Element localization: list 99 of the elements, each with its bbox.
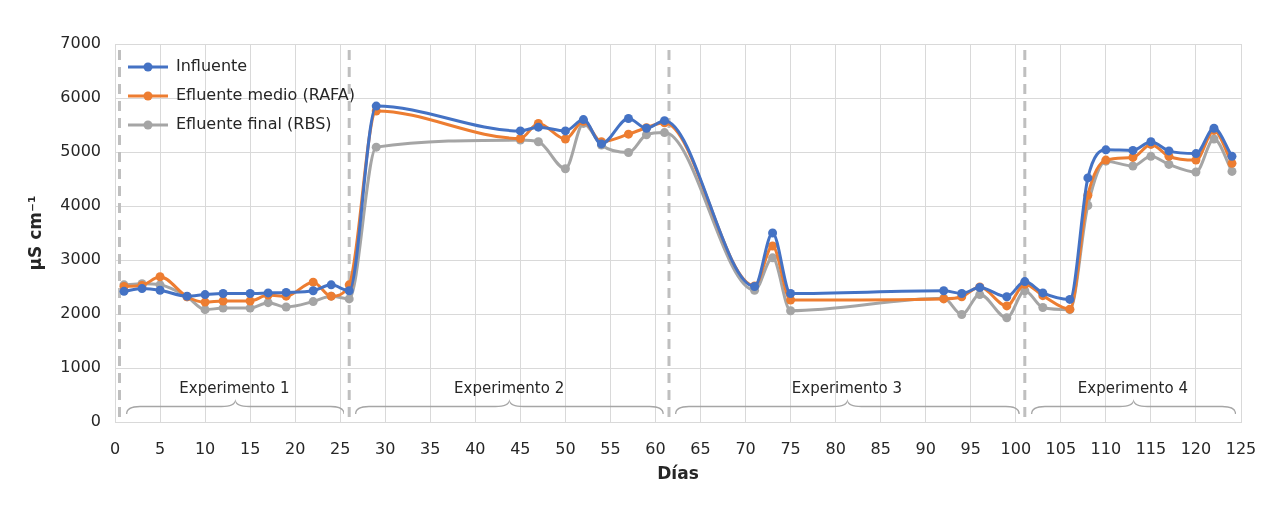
point (1083, 173, 1093, 183)
point (623, 148, 633, 158)
x-tick-label: 45 (510, 438, 531, 458)
point (957, 288, 967, 298)
legend-label: Efluente final (RBS) (176, 114, 332, 134)
point (1227, 166, 1237, 176)
point (786, 288, 796, 298)
point (281, 287, 291, 297)
point (533, 137, 543, 147)
point (1227, 151, 1237, 161)
y-tick-label: 2000 (60, 303, 101, 323)
point (263, 298, 273, 308)
x-tick-label: 60 (645, 438, 666, 458)
point (200, 290, 210, 300)
point (371, 101, 381, 111)
point (623, 114, 633, 124)
point (1191, 149, 1201, 159)
x-tick-label: 5 (154, 438, 166, 458)
x-tick-label: 70 (735, 438, 756, 458)
x-tick-label: 55 (600, 438, 621, 458)
x-tick-label: 115 (1135, 438, 1167, 458)
x-tick-label: 20 (284, 438, 306, 458)
annotation: Experimento 2 (454, 378, 565, 397)
point (137, 284, 147, 294)
legend-label: Efluente medio (RAFA) (176, 85, 355, 105)
x-tick-label: 15 (239, 438, 261, 458)
point (533, 122, 543, 132)
x-tick-label: 100 (1000, 438, 1032, 458)
y-tick-label: 3000 (60, 249, 101, 269)
point (1002, 292, 1012, 302)
point (560, 134, 570, 144)
x-tick-label: 10 (194, 438, 216, 458)
point (515, 126, 525, 136)
point (786, 306, 796, 316)
annotation: Experimento 1 (179, 378, 290, 397)
y-tick-label: 7000 (60, 33, 101, 53)
x-tick-label: 95 (960, 438, 981, 458)
x-tick-label: 80 (825, 438, 846, 458)
x-axis-title: Días (657, 463, 699, 484)
annotation: Experimento 3 (791, 378, 902, 397)
point (1002, 301, 1012, 311)
point (200, 297, 210, 307)
x-tick-label: 30 (375, 438, 396, 458)
point (1065, 294, 1075, 304)
x-tick-label: 75 (780, 438, 801, 458)
point (768, 253, 778, 263)
point (371, 142, 381, 152)
y-tick-label: 0 (90, 411, 101, 431)
y-tick-label: 5000 (60, 141, 101, 161)
point (1002, 313, 1012, 323)
x-tick-label: 25 (330, 438, 351, 458)
point (119, 286, 129, 296)
point (560, 164, 570, 174)
point (1209, 134, 1219, 144)
point (308, 286, 318, 296)
point (155, 285, 165, 295)
point (1038, 303, 1048, 313)
point (155, 272, 165, 282)
point (1128, 161, 1138, 171)
point (218, 296, 228, 306)
legend-label: Influente (176, 56, 248, 76)
x-tick-label: 85 (870, 438, 891, 458)
y-tick-label: 4000 (60, 195, 101, 215)
point (344, 286, 354, 296)
x-tick-label: 110 (1090, 438, 1122, 458)
point (1101, 145, 1111, 155)
point (308, 277, 318, 287)
point (957, 310, 967, 320)
point (659, 128, 669, 138)
point (1164, 159, 1174, 169)
point (1146, 151, 1156, 161)
point (245, 288, 255, 298)
y-axis-title: µS cm⁻¹ (24, 195, 45, 271)
point (245, 296, 255, 306)
point (1128, 145, 1138, 155)
y-tick-label: 1000 (60, 357, 101, 377)
point (560, 126, 570, 136)
point (623, 129, 633, 139)
x-tick-label: 65 (690, 438, 711, 458)
x-tick-label: 105 (1045, 438, 1077, 458)
x-tick-label: 125 (1225, 438, 1257, 458)
x-tick-label: 40 (465, 438, 486, 458)
x-tick-label: 120 (1180, 438, 1212, 458)
point (768, 241, 778, 251)
point (281, 302, 291, 312)
point (218, 288, 228, 298)
point (1164, 146, 1174, 156)
point (344, 294, 354, 304)
y-tick-label: 6000 (60, 87, 101, 107)
x-tick-label: 90 (915, 438, 936, 458)
point (308, 297, 318, 307)
point (326, 280, 336, 290)
point (768, 228, 778, 238)
x-tick-label: 35 (420, 438, 441, 458)
annotation: Experimento 4 (1077, 378, 1188, 397)
point (939, 286, 949, 296)
x-tick-label: 0 (109, 438, 121, 458)
point (1191, 167, 1201, 177)
x-tick-label: 50 (555, 438, 576, 458)
